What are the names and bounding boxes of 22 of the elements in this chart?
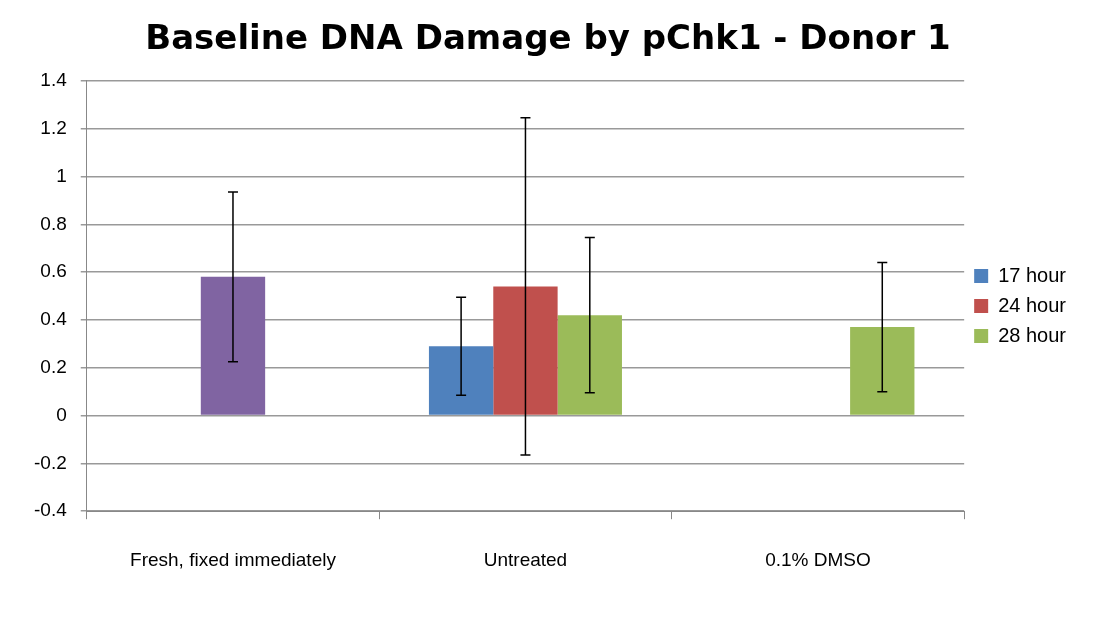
legend-label: 28 hour <box>998 323 1067 346</box>
legend-label: 24 hour <box>998 293 1067 316</box>
y-tick-label: 0.8 <box>40 212 67 234</box>
bar <box>200 276 266 415</box>
y-tick-label: -0.2 <box>33 451 67 473</box>
y-tick-label: 1 <box>56 164 67 186</box>
chart-title: Baseline DNA Damage by pChk1 - Donor 1 <box>145 17 951 58</box>
y-tick-label: 1.2 <box>40 116 67 138</box>
x-tick-label: Fresh, fixed immediately <box>130 548 337 570</box>
x-tick-label: 0.1% DMSO <box>765 548 871 570</box>
bar <box>493 286 558 415</box>
y-tick-label: 0.6 <box>40 260 67 282</box>
y-tick-label: 0.2 <box>40 355 67 377</box>
x-tick-label: Untreated <box>483 548 568 570</box>
bar <box>850 327 915 415</box>
y-tick-label: -0.4 <box>33 499 68 521</box>
legend-label: 17 hour <box>998 263 1067 286</box>
bar <box>557 315 622 415</box>
y-tick-label: 0.4 <box>40 308 68 330</box>
bar <box>428 346 494 415</box>
y-tick-label: 1.4 <box>40 69 68 91</box>
y-tick-label: 0 <box>56 403 67 425</box>
